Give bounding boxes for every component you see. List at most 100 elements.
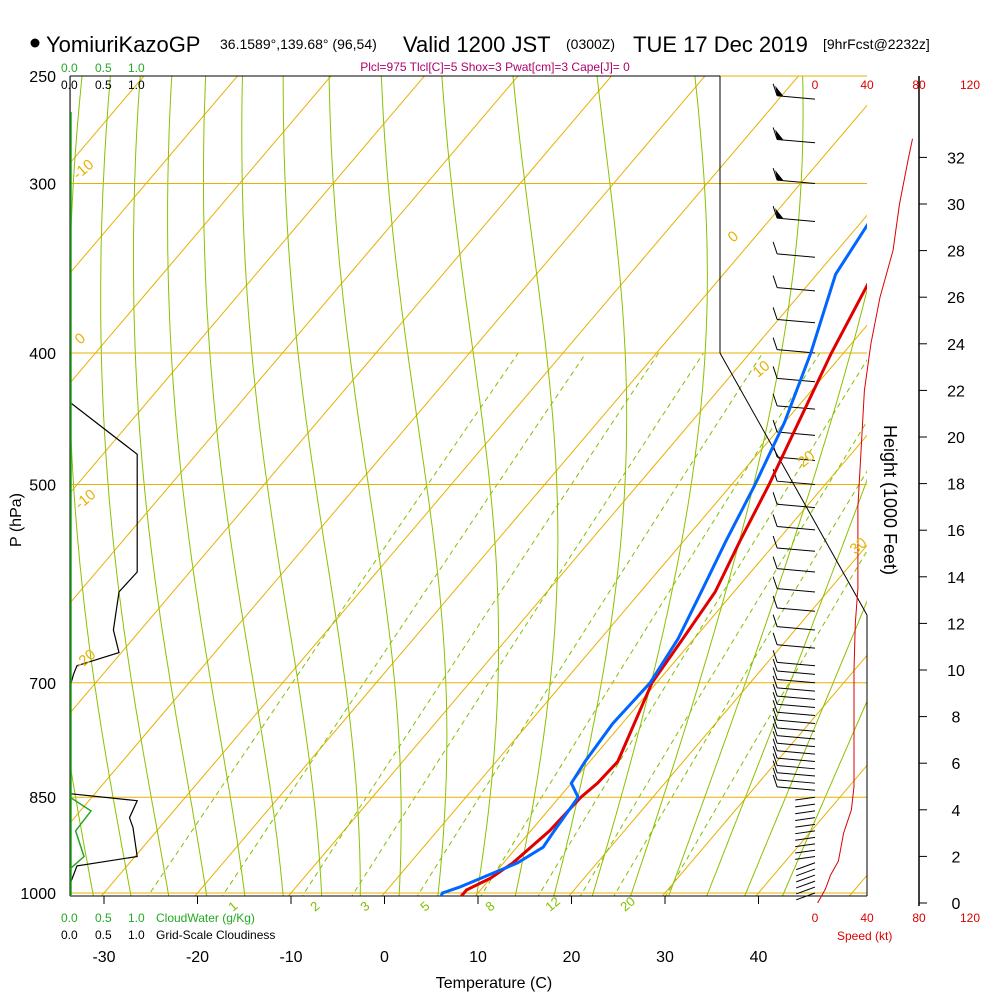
height-tick-label: 20 <box>947 430 965 447</box>
dewpoint-surface-point <box>435 896 443 904</box>
height-axis-label: Height (1000 Feet) <box>880 425 900 575</box>
wind-barb <box>777 218 815 221</box>
x-tick-label: 10 <box>469 949 487 966</box>
wind-barb <box>777 589 815 592</box>
speed-tick: 120 <box>960 911 980 925</box>
mixing-ratio-line <box>565 353 909 922</box>
wind-barb-flag <box>773 276 777 288</box>
cloudiness-tick: 0.5 <box>95 78 112 92</box>
wind-barb-flag <box>773 492 777 504</box>
cloudwater-profile <box>70 797 91 869</box>
isobars <box>70 76 867 893</box>
cloudiness-tick: 0.5 <box>95 928 112 942</box>
x-tick-label: -30 <box>92 949 115 966</box>
height-tick-label: 8 <box>952 710 961 727</box>
cloudiness-tick: 1.0 <box>128 78 145 92</box>
dewpoint-line <box>439 110 933 900</box>
moist-adiabat-line <box>283 52 360 922</box>
wind-barb <box>777 758 815 761</box>
forecast-info: [9hrFcst@2232z] <box>823 36 930 52</box>
cloudwater-tick: 0.5 <box>95 61 112 75</box>
mixing-ratio-line <box>286 353 659 922</box>
isotherm-label: 30 <box>847 534 871 558</box>
height-tick-label: 26 <box>947 290 965 307</box>
wind-barb <box>777 780 815 783</box>
cloudwater-tick: 0.0 <box>61 61 78 75</box>
wind-barb <box>777 288 815 291</box>
isotherm-line <box>0 52 445 922</box>
moist-adiabat-line <box>622 52 803 922</box>
isotherm-line <box>641 52 1000 922</box>
wind-barb <box>777 96 815 99</box>
wind-barb <box>777 432 815 435</box>
temperature-surface-point <box>463 896 471 904</box>
valid-time: Valid 1200 JST <box>403 32 551 57</box>
wind-barb <box>777 688 815 691</box>
wind-barb <box>795 804 815 807</box>
height-tick-label: 14 <box>947 570 965 587</box>
wind-barb <box>777 378 815 381</box>
moist-adiabat-line <box>0 52 24 922</box>
x-tick-label: 40 <box>750 949 768 966</box>
speed-tick: 0 <box>812 911 819 925</box>
cloud-panel <box>70 76 137 896</box>
cloudwater-tick: 1.0 <box>128 61 145 75</box>
height-tick-label: 16 <box>947 523 965 540</box>
mixing-ratio-label: 12 <box>542 894 563 915</box>
cloudwater-label: CloudWater (g/Kg) <box>156 911 255 925</box>
wind-barb <box>777 527 815 530</box>
wind-barb <box>777 712 815 715</box>
station-name: YomiuriKazoGP <box>46 32 200 57</box>
header: YomiuriKazoGP 36.1589°,139.68° (96,54) V… <box>31 32 930 57</box>
wind-barb <box>795 850 815 853</box>
wind-barb-flag <box>773 515 777 527</box>
panel-border <box>70 76 867 896</box>
mixing-ratio-lines <box>131 353 986 922</box>
cloudwater-tick: 0.0 <box>61 911 78 925</box>
wind-barb <box>777 696 815 699</box>
moist-adiabat-line <box>381 52 447 922</box>
p-tick-label: 700 <box>29 676 56 693</box>
moist-adiabat-line <box>659 52 911 922</box>
x-tick-label: 0 <box>380 949 389 966</box>
moist-adiabat-line <box>329 52 401 922</box>
cloudiness-label: Grid-Scale Cloudiness <box>156 928 275 942</box>
speed-tick: 80 <box>912 78 926 92</box>
wind-barb-flag <box>773 633 777 645</box>
height-tick-label: 18 <box>947 477 965 494</box>
moist-adiabat-line <box>242 52 323 922</box>
speed-tick: 40 <box>860 78 874 92</box>
wind-barb <box>777 548 815 551</box>
mixing-ratio-line <box>401 353 762 922</box>
wind-barb <box>777 728 815 731</box>
x-tick-label: 30 <box>656 949 674 966</box>
wind-barb <box>795 857 815 860</box>
wind-barb <box>796 869 815 876</box>
height-tick-label: 10 <box>947 663 965 680</box>
cloudiness-tick: 1.0 <box>128 928 145 942</box>
mixing-ratio-label: 8 <box>482 898 497 914</box>
mixing-ratio-label: 20 <box>617 894 638 915</box>
wind-barb <box>777 139 815 142</box>
wind-barb-flag <box>773 366 777 378</box>
wind-barb <box>795 831 815 834</box>
speed-tick: 120 <box>960 78 980 92</box>
wind-barb-flag <box>773 394 777 406</box>
wind-barb <box>777 254 815 257</box>
station-location: 36.1589°,139.68° (96,54) <box>220 36 377 52</box>
isotherm-line <box>0 52 164 922</box>
valid-time-utc: (0300Z) <box>566 36 615 52</box>
wind-barb <box>796 863 815 870</box>
cloudiness-tick: 0.0 <box>61 928 78 942</box>
wind-barb <box>795 818 815 821</box>
p-tick-label: 1000 <box>20 886 56 903</box>
moist-adiabat-line <box>585 52 708 922</box>
speed-tick: 80 <box>912 911 926 925</box>
mixing-ratio-line <box>465 353 820 922</box>
speed-tick: 40 <box>860 911 874 925</box>
wind-barb <box>777 751 815 754</box>
sounding-series <box>435 110 1000 904</box>
p-tick-label: 400 <box>29 346 56 363</box>
x-tick-label: -10 <box>279 949 302 966</box>
